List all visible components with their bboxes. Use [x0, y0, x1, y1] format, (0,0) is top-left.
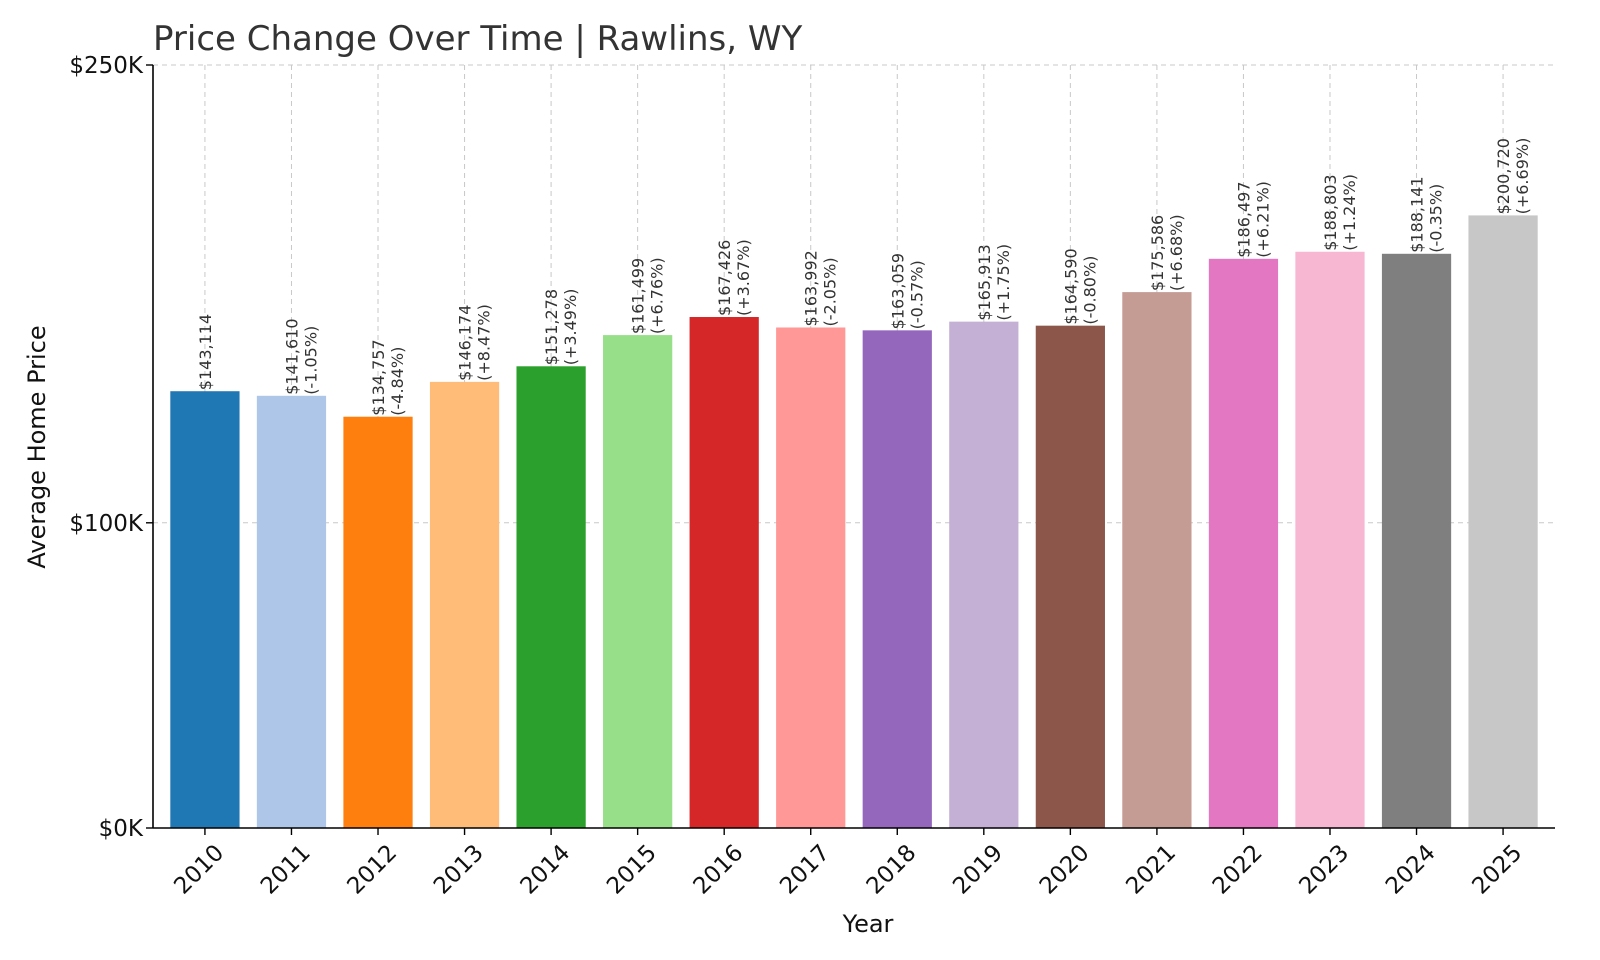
x-tick-label-2021: 2021 — [1121, 840, 1181, 900]
bar-change-label-2025: (+6.69%) — [1513, 138, 1532, 215]
bar-change-label-2015: (+6.76%) — [648, 257, 667, 334]
bar-change-label-2012: (-4.84%) — [388, 347, 407, 416]
bar-value-label-2024: $188,141 — [1408, 176, 1427, 252]
bar-2021 — [1122, 292, 1192, 828]
bar-value-label-2021: $175,586 — [1148, 215, 1167, 291]
bar-value-label-2014: $151,278 — [542, 289, 561, 365]
x-tick-label-2013: 2013 — [429, 840, 489, 900]
bar-change-label-2020: (-0.80%) — [1080, 256, 1099, 325]
y-tick-label: $250K — [69, 53, 144, 79]
y-axis-label: Average Home Price — [23, 325, 51, 568]
bar-2022 — [1208, 258, 1279, 828]
bar-change-label-2019: (+1.75%) — [994, 244, 1013, 321]
bar-change-label-2011: (-1.05%) — [301, 326, 320, 395]
bar-change-label-2021: (+6.68%) — [1167, 214, 1186, 291]
bar-change-label-2018: (-0.57%) — [907, 260, 926, 329]
x-axis-label: Year — [842, 910, 894, 938]
x-tick-label-2023: 2023 — [1294, 840, 1354, 900]
bar-2015 — [603, 335, 673, 828]
x-tick-label-2014: 2014 — [516, 840, 576, 900]
bar-2013 — [429, 381, 500, 828]
x-tick-label-2018: 2018 — [862, 840, 922, 900]
bar-change-label-2022: (+6.21%) — [1253, 181, 1272, 258]
bar-value-label-2012: $134,757 — [369, 339, 388, 415]
bar-value-label-2017: $163,992 — [802, 250, 821, 326]
chart-title: Price Change Over Time | Rawlins, WY — [153, 19, 803, 59]
x-tick-label-2022: 2022 — [1208, 840, 1268, 900]
bar-2016 — [689, 317, 759, 828]
x-tick-label-2017: 2017 — [775, 840, 835, 900]
x-tick-label-2012: 2012 — [342, 840, 402, 900]
bar-value-label-2010: $143,114 — [196, 314, 215, 390]
bar-value-label-2011: $141,610 — [282, 318, 301, 394]
y-tick-label: $100K — [69, 511, 144, 537]
x-tick-label-2024: 2024 — [1381, 840, 1441, 900]
x-tick-label-2010: 2010 — [169, 840, 229, 900]
bar-2014 — [516, 366, 586, 828]
bar-2024 — [1381, 253, 1452, 828]
bar-2019 — [949, 321, 1019, 828]
bars — [170, 215, 1538, 828]
x-tick-label-2016: 2016 — [689, 840, 749, 900]
bar-labels: $143,114 $141,610 (-1.05%) $134,757 (-4.84%)… — [196, 138, 1532, 416]
x-tick-label-2025: 2025 — [1468, 840, 1528, 900]
bar-change-label-2013: (+8.47%) — [475, 304, 494, 381]
x-tick-label-2019: 2019 — [948, 840, 1008, 900]
bar-2023 — [1295, 251, 1365, 828]
bar-2020 — [1035, 325, 1105, 828]
bar-change-label-2014: (+3.49%) — [561, 289, 580, 366]
bar-change-label-2024: (-0.35%) — [1427, 184, 1446, 253]
bar-2025 — [1468, 215, 1538, 828]
bar-2010 — [170, 391, 240, 828]
bar-change-label-2023: (+1.24%) — [1340, 174, 1359, 251]
bar-value-label-2025: $200,720 — [1494, 138, 1513, 214]
bar-value-label-2023: $188,803 — [1321, 174, 1340, 250]
bar-value-label-2020: $164,590 — [1061, 248, 1080, 324]
bar-value-label-2016: $167,426 — [715, 240, 734, 316]
bar-value-label-2018: $163,059 — [888, 253, 907, 329]
x-tick-label-2020: 2020 — [1035, 840, 1095, 900]
y-tick-label: $0K — [99, 816, 144, 842]
bar-value-label-2019: $165,913 — [975, 244, 994, 320]
bar-value-label-2013: $146,174 — [456, 305, 475, 381]
x-tick-label-2015: 2015 — [602, 840, 662, 900]
bar-change-label-2016: (+3.67%) — [734, 239, 753, 316]
bar-2011 — [256, 395, 327, 828]
bar-2018 — [862, 330, 932, 828]
bar-value-label-2015: $161,499 — [629, 258, 648, 334]
bar-value-label-2022: $186,497 — [1234, 181, 1253, 257]
bar-2012 — [343, 416, 413, 828]
bar-change-label-2017: (-2.05%) — [821, 257, 840, 326]
bar-2017 — [776, 327, 846, 828]
x-tick-label-2011: 2011 — [256, 840, 316, 900]
